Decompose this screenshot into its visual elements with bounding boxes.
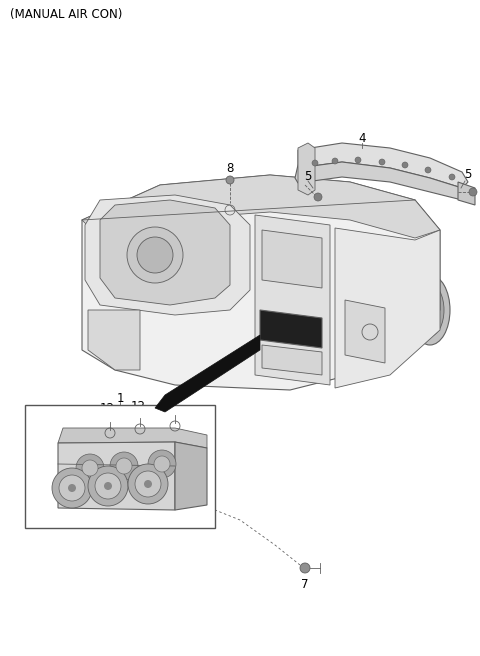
Text: 5: 5 bbox=[464, 169, 472, 182]
Circle shape bbox=[148, 450, 176, 478]
Text: 12: 12 bbox=[131, 400, 145, 413]
Text: 10: 10 bbox=[113, 516, 127, 529]
Circle shape bbox=[76, 454, 104, 482]
Circle shape bbox=[95, 473, 121, 499]
Text: 10: 10 bbox=[46, 499, 60, 512]
Polygon shape bbox=[262, 230, 322, 288]
Circle shape bbox=[128, 464, 168, 504]
Text: 12: 12 bbox=[99, 401, 115, 415]
Text: 12: 12 bbox=[170, 403, 185, 417]
Circle shape bbox=[469, 188, 477, 196]
Text: 1: 1 bbox=[116, 392, 124, 405]
Polygon shape bbox=[82, 175, 440, 238]
Circle shape bbox=[300, 563, 310, 573]
Circle shape bbox=[127, 227, 183, 283]
Ellipse shape bbox=[410, 275, 450, 345]
Ellipse shape bbox=[416, 284, 444, 336]
Circle shape bbox=[110, 452, 138, 480]
Polygon shape bbox=[255, 215, 330, 385]
Polygon shape bbox=[100, 200, 230, 305]
Polygon shape bbox=[85, 195, 250, 315]
Circle shape bbox=[104, 482, 112, 490]
Circle shape bbox=[314, 193, 322, 201]
Circle shape bbox=[82, 460, 98, 476]
Text: 4: 4 bbox=[358, 131, 366, 144]
Circle shape bbox=[68, 484, 76, 492]
Circle shape bbox=[144, 480, 152, 488]
Text: 7: 7 bbox=[301, 579, 309, 592]
Text: 11: 11 bbox=[77, 510, 93, 522]
Polygon shape bbox=[155, 335, 260, 412]
Circle shape bbox=[154, 456, 170, 472]
Polygon shape bbox=[88, 310, 140, 370]
Polygon shape bbox=[298, 143, 315, 195]
Polygon shape bbox=[58, 428, 207, 448]
Circle shape bbox=[379, 159, 385, 165]
Circle shape bbox=[137, 237, 173, 273]
Text: (MANUAL AIR CON): (MANUAL AIR CON) bbox=[10, 8, 122, 21]
Circle shape bbox=[355, 157, 361, 163]
Circle shape bbox=[116, 458, 132, 474]
Circle shape bbox=[52, 468, 92, 508]
Polygon shape bbox=[260, 310, 322, 348]
Polygon shape bbox=[345, 300, 385, 363]
Polygon shape bbox=[262, 345, 322, 375]
Polygon shape bbox=[458, 182, 475, 205]
Polygon shape bbox=[58, 442, 175, 510]
Circle shape bbox=[312, 160, 318, 166]
Text: 8: 8 bbox=[226, 161, 234, 174]
Circle shape bbox=[135, 471, 161, 497]
Circle shape bbox=[425, 167, 431, 173]
Polygon shape bbox=[335, 228, 440, 388]
Polygon shape bbox=[82, 175, 440, 390]
Circle shape bbox=[402, 162, 408, 168]
Circle shape bbox=[59, 475, 85, 501]
FancyBboxPatch shape bbox=[25, 405, 215, 528]
Polygon shape bbox=[298, 143, 468, 188]
Text: 5: 5 bbox=[304, 169, 312, 182]
Circle shape bbox=[332, 158, 338, 164]
Circle shape bbox=[226, 176, 234, 184]
Polygon shape bbox=[295, 162, 462, 200]
Circle shape bbox=[449, 174, 455, 180]
Polygon shape bbox=[175, 442, 207, 510]
Circle shape bbox=[88, 466, 128, 506]
